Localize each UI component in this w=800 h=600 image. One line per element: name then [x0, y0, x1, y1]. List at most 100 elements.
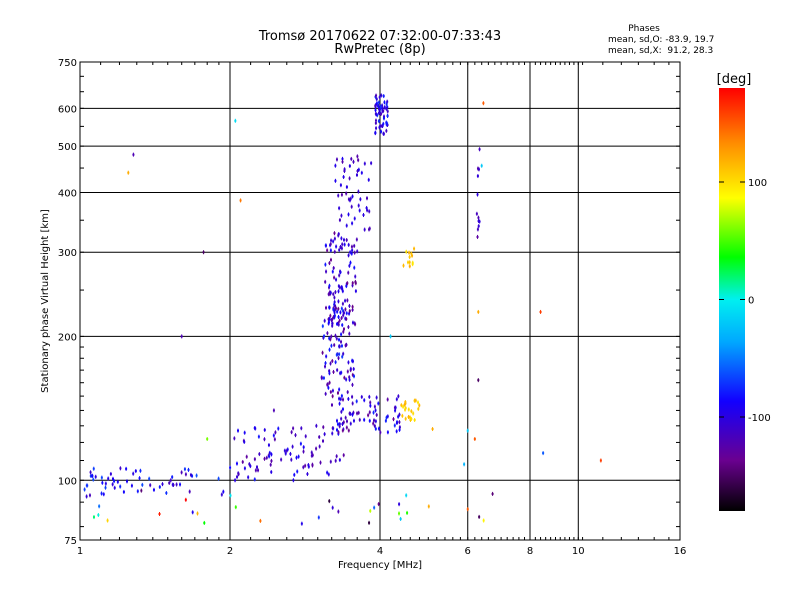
data-point — [386, 105, 389, 110]
data-point — [393, 423, 396, 428]
data-point — [373, 404, 376, 409]
data-point — [332, 369, 335, 374]
data-point — [368, 418, 371, 423]
data-point — [491, 491, 494, 496]
data-point — [339, 310, 342, 315]
data-point — [406, 510, 409, 515]
data-point — [466, 507, 469, 512]
data-point — [333, 308, 336, 313]
data-point — [356, 411, 359, 416]
data-point — [477, 215, 480, 220]
data-point — [380, 124, 383, 129]
data-point — [342, 453, 345, 458]
data-point — [395, 397, 398, 402]
data-point — [259, 518, 262, 523]
data-point — [402, 404, 405, 409]
data-points — [83, 93, 602, 526]
data-point — [357, 189, 360, 194]
data-point — [410, 409, 413, 414]
data-point — [477, 167, 480, 172]
colorbar-tick-label: 100 — [748, 178, 767, 189]
phases-line-o: mean, sd,O: -83.9, 19.7 — [608, 35, 714, 45]
data-point — [284, 451, 287, 456]
data-point — [341, 428, 344, 433]
data-point — [258, 452, 261, 457]
data-point — [332, 426, 335, 431]
data-point — [351, 194, 354, 199]
data-point — [229, 465, 232, 470]
data-point — [290, 430, 293, 435]
data-point — [243, 466, 246, 471]
data-point — [351, 221, 354, 226]
data-point — [466, 428, 469, 433]
data-point — [91, 473, 94, 478]
data-point — [351, 394, 354, 399]
data-point — [338, 422, 341, 427]
data-point — [274, 430, 277, 435]
data-point — [431, 427, 434, 432]
data-point — [328, 336, 331, 341]
data-point — [234, 478, 237, 483]
data-point — [239, 198, 242, 203]
data-point — [340, 316, 343, 321]
data-point — [346, 298, 349, 303]
data-point — [267, 443, 270, 448]
data-point — [104, 481, 107, 486]
data-point — [125, 466, 128, 471]
data-point — [324, 279, 327, 284]
data-point — [389, 334, 392, 339]
data-point — [329, 361, 332, 366]
data-point — [413, 246, 416, 251]
data-point — [338, 457, 341, 462]
data-point — [476, 227, 479, 232]
data-point — [352, 159, 355, 164]
data-point — [191, 473, 194, 478]
data-point — [329, 389, 332, 394]
data-point — [354, 279, 357, 284]
data-point — [337, 321, 340, 326]
data-point — [380, 93, 383, 98]
data-point — [338, 396, 341, 401]
data-point — [351, 280, 354, 285]
y-tick-label: 750 — [58, 58, 77, 69]
data-point — [366, 208, 369, 213]
data-point — [357, 410, 360, 415]
data-point — [417, 406, 420, 411]
data-point — [253, 477, 256, 482]
data-point — [475, 211, 478, 216]
data-point — [378, 95, 381, 100]
data-point — [347, 197, 350, 202]
data-point — [158, 484, 161, 489]
data-point — [350, 244, 353, 249]
data-point — [257, 468, 260, 473]
data-point — [384, 418, 387, 423]
y-tick-label: 75 — [64, 536, 77, 547]
data-point — [336, 321, 339, 326]
data-point — [386, 430, 389, 435]
data-point — [292, 478, 295, 483]
data-point — [324, 391, 327, 396]
data-point — [341, 301, 344, 306]
data-point — [340, 416, 343, 421]
data-point — [328, 499, 331, 504]
x-tick-label: 2 — [227, 546, 233, 557]
data-point — [374, 419, 377, 424]
data-point — [404, 406, 407, 411]
data-point — [385, 128, 388, 133]
data-point — [302, 445, 305, 450]
data-point — [477, 219, 480, 224]
data-point — [345, 284, 348, 289]
data-point — [416, 400, 419, 405]
data-point — [233, 436, 236, 441]
data-point — [292, 426, 295, 431]
data-point — [158, 511, 161, 516]
colorbar-ticks: 100 0 -100 — [719, 178, 771, 424]
data-point — [317, 515, 320, 520]
data-point — [336, 309, 339, 314]
data-point — [385, 102, 388, 107]
data-point — [342, 313, 345, 318]
data-point — [599, 458, 602, 463]
data-point — [340, 213, 343, 218]
data-point — [306, 472, 309, 477]
data-point — [336, 390, 339, 395]
